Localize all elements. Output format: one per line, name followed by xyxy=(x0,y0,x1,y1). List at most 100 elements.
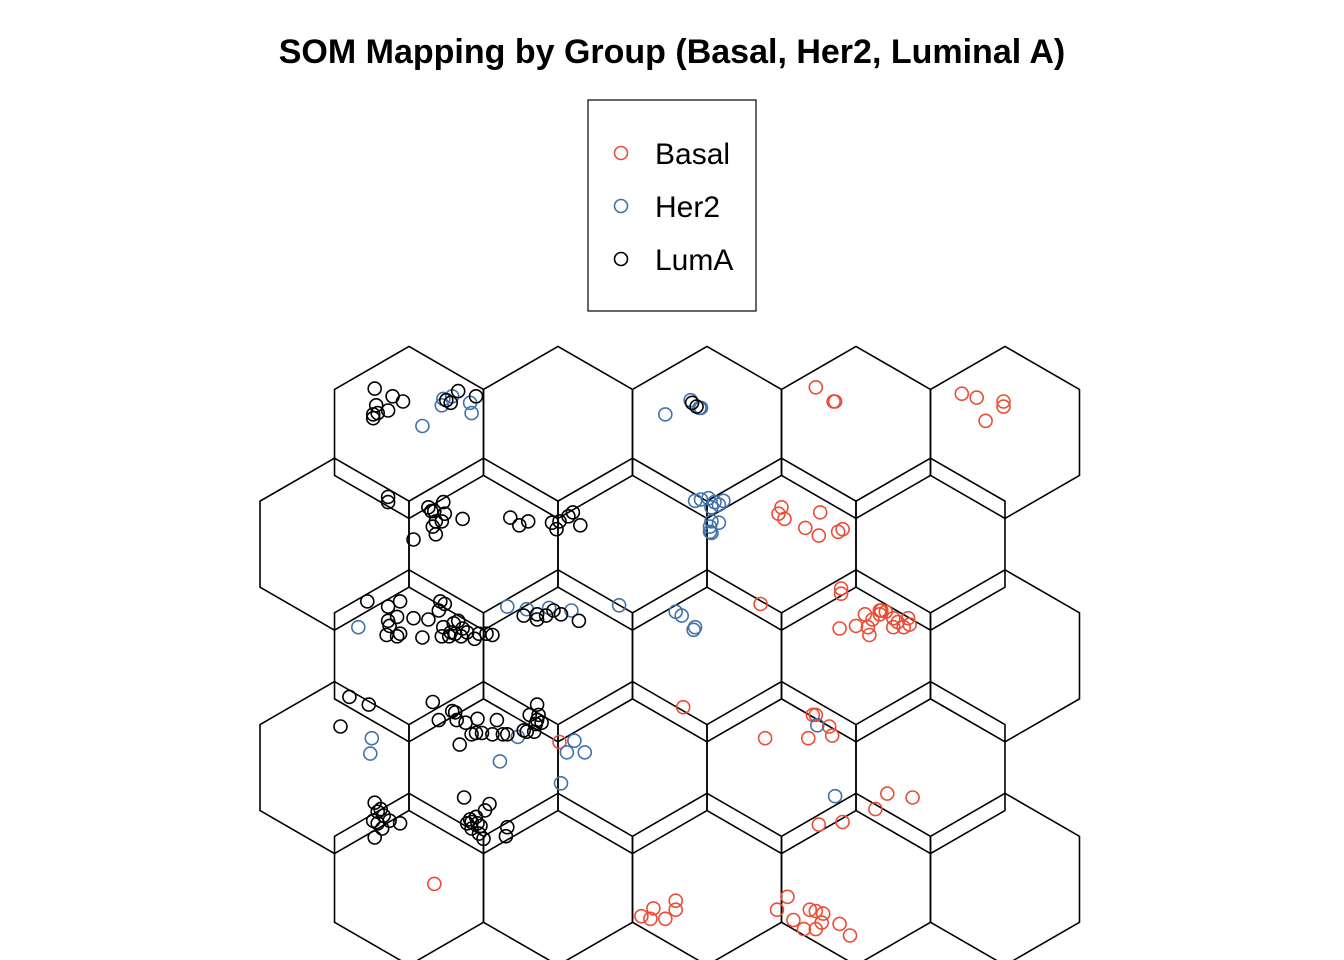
som-hex-cell xyxy=(929,568,1081,743)
point-luma xyxy=(365,410,381,426)
point-luma xyxy=(373,801,389,817)
point-basal xyxy=(821,719,837,734)
som-hex-cell xyxy=(929,345,1081,520)
point-basal xyxy=(811,528,827,543)
point-basal xyxy=(643,911,658,927)
point-basal xyxy=(996,399,1011,414)
point-basal xyxy=(753,596,768,612)
som-hex-cell xyxy=(482,568,634,743)
point-luma xyxy=(470,711,485,727)
point-basal xyxy=(835,521,850,537)
point-basal xyxy=(848,618,864,634)
point-luma xyxy=(437,506,453,522)
som-hex-cell xyxy=(780,568,932,743)
point-luma xyxy=(485,726,500,742)
som-hex-cell xyxy=(482,345,634,520)
point-her2 xyxy=(553,775,569,791)
som-hex-grid xyxy=(259,345,1081,960)
point-luma xyxy=(425,519,441,534)
point-basal xyxy=(862,627,877,643)
point-luma xyxy=(511,517,527,533)
point-basal xyxy=(808,921,824,937)
series-basal xyxy=(426,379,1011,943)
point-basal xyxy=(978,413,993,429)
som-points xyxy=(333,379,1011,943)
point-luma xyxy=(415,630,430,645)
point-luma xyxy=(561,508,576,524)
point-luma xyxy=(684,395,700,411)
point-luma xyxy=(502,510,518,525)
point-luma xyxy=(546,603,561,618)
point-luma xyxy=(489,712,505,728)
point-luma xyxy=(392,594,408,609)
point-her2 xyxy=(827,788,843,804)
point-luma xyxy=(453,628,469,644)
series-her2 xyxy=(350,388,843,804)
point-luma xyxy=(565,505,581,520)
point-luma xyxy=(499,726,515,742)
point-basal xyxy=(668,902,684,918)
point-luma xyxy=(374,821,390,836)
legend-label-basal: Basal xyxy=(655,138,730,171)
point-basal xyxy=(905,790,920,805)
point-luma xyxy=(406,532,421,547)
point-luma xyxy=(572,517,588,533)
point-basal xyxy=(868,801,883,817)
point-luma xyxy=(443,395,459,411)
point-luma xyxy=(529,612,545,627)
som-hex-cell xyxy=(929,792,1081,960)
point-basal xyxy=(812,505,828,520)
point-basal xyxy=(796,921,812,937)
point-her2 xyxy=(704,525,719,541)
point-luma xyxy=(428,526,444,542)
point-basal xyxy=(879,786,895,801)
point-her2 xyxy=(434,397,450,413)
point-luma xyxy=(464,821,479,836)
point-basal xyxy=(835,814,850,830)
point-luma xyxy=(380,489,396,505)
point-luma xyxy=(529,606,545,622)
point-her2 xyxy=(564,603,579,618)
point-basal xyxy=(757,730,773,746)
point-luma xyxy=(431,712,447,728)
point-basal xyxy=(832,916,847,932)
point-luma xyxy=(426,503,442,519)
som-hex-cell xyxy=(631,792,783,960)
point-luma xyxy=(450,383,466,399)
point-luma xyxy=(474,725,490,741)
series-luma xyxy=(333,381,704,847)
point-her2 xyxy=(687,619,703,635)
point-basal xyxy=(780,889,795,905)
point-basal xyxy=(786,912,801,928)
som-hex-cell xyxy=(631,568,783,743)
som-hex-cell xyxy=(855,680,1006,855)
point-luma xyxy=(459,815,475,831)
point-her2 xyxy=(674,608,690,623)
point-her2 xyxy=(577,745,593,760)
point-basal xyxy=(827,394,843,409)
point-basal xyxy=(426,876,442,892)
som-hex-cell xyxy=(706,457,857,632)
point-luma xyxy=(434,628,450,644)
point-her2 xyxy=(704,499,719,515)
point-luma xyxy=(361,697,377,712)
point-basal xyxy=(808,379,824,395)
point-basal xyxy=(802,902,818,918)
point-luma xyxy=(455,621,470,636)
point-luma xyxy=(553,606,569,622)
point-basal xyxy=(634,908,649,924)
point-basal xyxy=(872,606,888,622)
point-luma xyxy=(449,712,465,728)
point-her2 xyxy=(567,733,582,749)
legend-label-her2: Her2 xyxy=(655,191,720,224)
point-luma xyxy=(380,599,396,614)
point-basal xyxy=(860,619,876,635)
som-hex-cell xyxy=(333,345,485,520)
point-her2 xyxy=(611,597,627,613)
legend-marker-her2 xyxy=(613,198,629,214)
point-luma xyxy=(462,812,478,827)
point-basal xyxy=(996,394,1011,409)
point-her2 xyxy=(711,515,727,531)
point-luma xyxy=(382,813,397,829)
